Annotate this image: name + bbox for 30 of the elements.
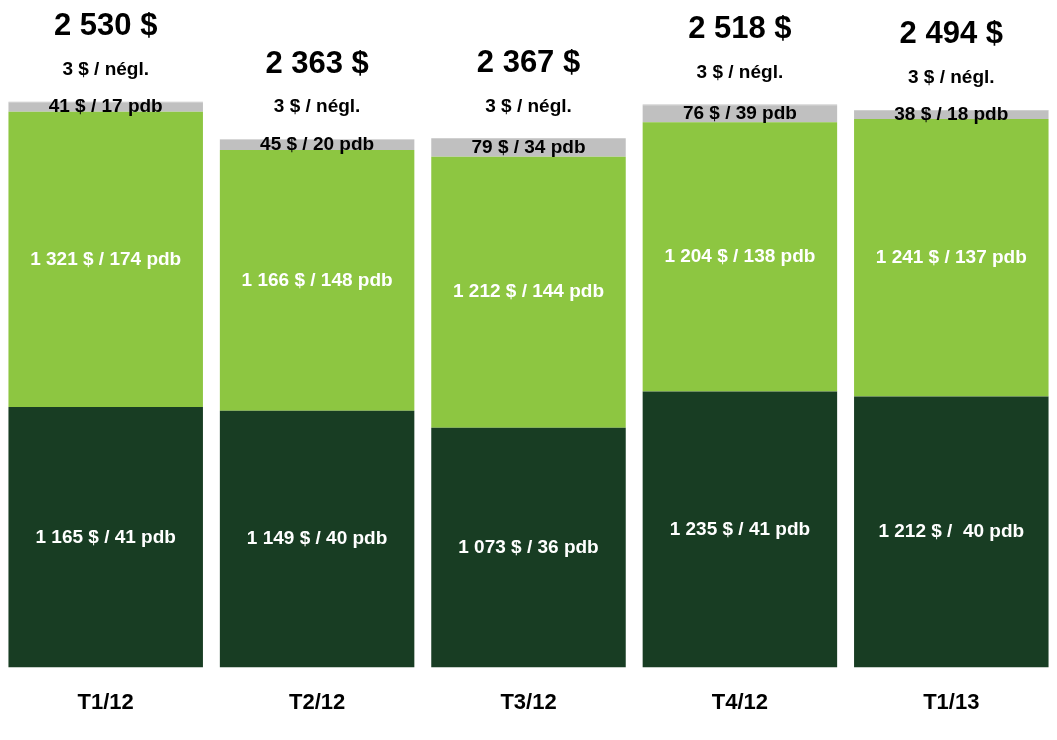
- data-label: 3 $ / négl.: [696, 60, 784, 82]
- data-label: 1 321 $ / 174 pdb: [30, 247, 182, 269]
- data-label: 1 212 $ / 144 pdb: [452, 280, 605, 302]
- data-label: 79 $ / 34 pdb: [471, 136, 586, 158]
- data-label: 1 235 $ / 41 pdb: [669, 517, 811, 539]
- data-label: 3 $ / négl.: [485, 94, 572, 116]
- data-label: 1 204 $ / 138 pdb: [664, 245, 816, 267]
- data-label: 45 $ / 20 pdb: [260, 133, 375, 155]
- data-label: 41 $ / 17 pdb: [48, 95, 163, 117]
- data-label: 1 149 $ / 40 pdb: [246, 527, 388, 549]
- data-label: 3 $ / négl.: [908, 66, 995, 88]
- x-tick-label: T3/12: [500, 688, 557, 714]
- data-label: 38 $ / 18 pdb: [894, 103, 1009, 125]
- total-label: 2 494 $: [899, 15, 1004, 51]
- x-tick-label: T1/13: [923, 688, 980, 714]
- x-tick-label: T4/12: [711, 688, 769, 714]
- data-label: 1 212 $ / 40 pdb: [878, 520, 1025, 542]
- data-label: 76 $ / 39 pdb: [682, 101, 797, 123]
- data-label: 1 241 $ / 137 pdb: [875, 246, 1027, 268]
- total-label: 2 363 $: [265, 44, 369, 80]
- data-label: 3 $ / négl.: [273, 95, 361, 117]
- x-tick-label: T2/12: [288, 688, 346, 714]
- data-label: 1 166 $ / 148 pdb: [241, 268, 393, 290]
- total-label: 2 518 $: [688, 10, 792, 46]
- total-label: 2 530 $: [53, 7, 158, 43]
- x-tick-label: T1/12: [77, 688, 134, 714]
- data-label: 1 165 $ / 41 pdb: [35, 525, 176, 547]
- total-label: 2 367 $: [476, 43, 581, 79]
- data-label: 3 $ / négl.: [62, 58, 149, 80]
- data-label: 1 073 $ / 36 pdb: [458, 535, 599, 557]
